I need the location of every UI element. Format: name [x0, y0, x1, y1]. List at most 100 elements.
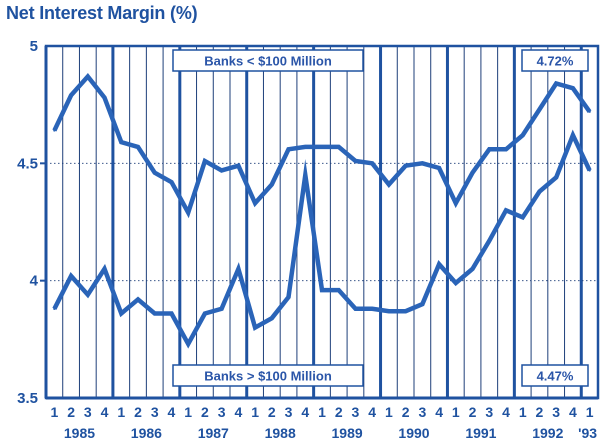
data-point — [53, 307, 56, 311]
series-line-2 — [52, 129, 592, 349]
data-point — [270, 183, 274, 186]
x-tick-label-quarter: 4 — [502, 404, 510, 420]
data-point — [253, 202, 257, 205]
data-point — [320, 145, 324, 149]
x-tick-label-year: '93 — [578, 425, 597, 441]
x-tick-label-quarter: 2 — [67, 404, 75, 420]
data-point — [370, 307, 374, 311]
x-tick-label-quarter: 1 — [50, 404, 58, 420]
x-tick-label-quarter: 1 — [586, 404, 594, 420]
data-point — [571, 87, 575, 90]
x-tick-label-quarter: 1 — [318, 404, 326, 420]
x-tick-label-year: 1987 — [198, 425, 229, 441]
data-point — [504, 148, 508, 151]
data-point — [153, 171, 156, 174]
data-point — [69, 274, 73, 278]
end-value-large-banks: 4.47% — [537, 369, 574, 384]
x-tick-label-quarter: 4 — [569, 404, 577, 420]
x-tick-label-quarter: 2 — [469, 404, 477, 420]
data-point — [588, 110, 591, 113]
data-point — [103, 96, 106, 99]
axis-layer: 3.544.551 2 3 4 1 2 3 4 1 2 3 4 1 2 3 4 1 2 3 4 1 2 3 4 1 2 3 4 1 2 3 4… — [17, 38, 600, 441]
data-point — [237, 267, 240, 271]
data-point — [454, 281, 458, 285]
data-point — [86, 293, 90, 296]
data-point — [404, 164, 407, 167]
series-line-1 — [52, 73, 592, 219]
x-tick-label-year: 1985 — [64, 425, 95, 441]
x-tick-label-quarter: 1 — [184, 404, 192, 420]
x-tick-label-quarter: 3 — [485, 404, 493, 420]
data-point — [370, 162, 374, 165]
y-tick-label: 5 — [30, 38, 38, 55]
data-point — [220, 307, 223, 311]
data-point — [404, 309, 407, 313]
data-point — [203, 159, 207, 163]
data-point — [304, 145, 307, 149]
data-point — [471, 267, 474, 271]
x-tick-label-quarter: 4 — [234, 404, 242, 420]
data-point — [69, 94, 73, 97]
data-point — [103, 267, 106, 271]
x-tick-label-year: 1989 — [332, 425, 363, 441]
data-point — [437, 263, 441, 266]
x-tick-label-quarter: 3 — [418, 404, 426, 420]
data-point — [186, 211, 190, 214]
data-point — [287, 295, 290, 299]
data-point — [488, 148, 491, 151]
x-tick-label-year: 1991 — [465, 425, 496, 441]
x-tick-label-quarter: 4 — [368, 404, 376, 420]
x-tick-label-quarter: 1 — [452, 404, 460, 420]
x-tick-label-quarter: 2 — [134, 404, 142, 420]
data-point — [203, 312, 207, 315]
x-tick-label-quarter: 4 — [435, 404, 443, 420]
data-point — [320, 288, 324, 292]
x-tick-label-quarter: 3 — [285, 404, 293, 420]
data-point — [421, 162, 424, 165]
data-point — [237, 164, 240, 167]
data-point — [337, 145, 340, 149]
series-layer — [52, 73, 592, 349]
data-point — [337, 288, 340, 292]
y-tick-label: 4 — [30, 273, 39, 290]
x-tick-label-quarter: 1 — [117, 404, 125, 420]
end-value-small-banks-box — [521, 49, 589, 72]
data-point — [153, 312, 156, 315]
x-tick-label-quarter: 3 — [218, 404, 226, 420]
x-tick-label-quarter: 4 — [168, 404, 176, 420]
x-tick-label-quarter: 3 — [151, 404, 159, 420]
data-point — [136, 145, 140, 149]
data-point — [354, 307, 357, 311]
grid-layer — [46, 46, 598, 398]
data-point — [253, 326, 257, 329]
data-point — [120, 312, 123, 315]
x-tick-label-quarter: 3 — [84, 404, 92, 420]
y-tick-label: 3.5 — [17, 390, 38, 407]
data-point — [588, 169, 591, 172]
series-label-large-banks-box — [172, 364, 364, 387]
data-point — [354, 159, 357, 163]
x-tick-label-quarter: 4 — [101, 404, 109, 420]
data-point — [220, 169, 223, 172]
x-tick-label-year: 1990 — [398, 425, 429, 441]
x-tick-label-quarter: 2 — [536, 404, 544, 420]
data-point — [454, 202, 458, 205]
series-label-small-banks-box — [172, 49, 364, 72]
data-point — [304, 173, 307, 177]
data-point — [186, 342, 190, 346]
data-point — [136, 298, 140, 301]
data-point — [538, 190, 541, 193]
data-point — [53, 129, 56, 132]
data-point — [421, 302, 424, 306]
data-point — [287, 148, 290, 151]
data-point — [488, 239, 491, 242]
x-tick-label-quarter: 1 — [251, 404, 259, 420]
x-tick-label-quarter: 3 — [352, 404, 360, 420]
data-point — [86, 75, 90, 78]
x-tick-label-quarter: 3 — [552, 404, 560, 420]
x-tick-label-quarter: 1 — [519, 404, 527, 420]
data-point — [170, 180, 173, 184]
end-value-large-banks-box — [521, 364, 589, 387]
data-point — [521, 216, 524, 219]
